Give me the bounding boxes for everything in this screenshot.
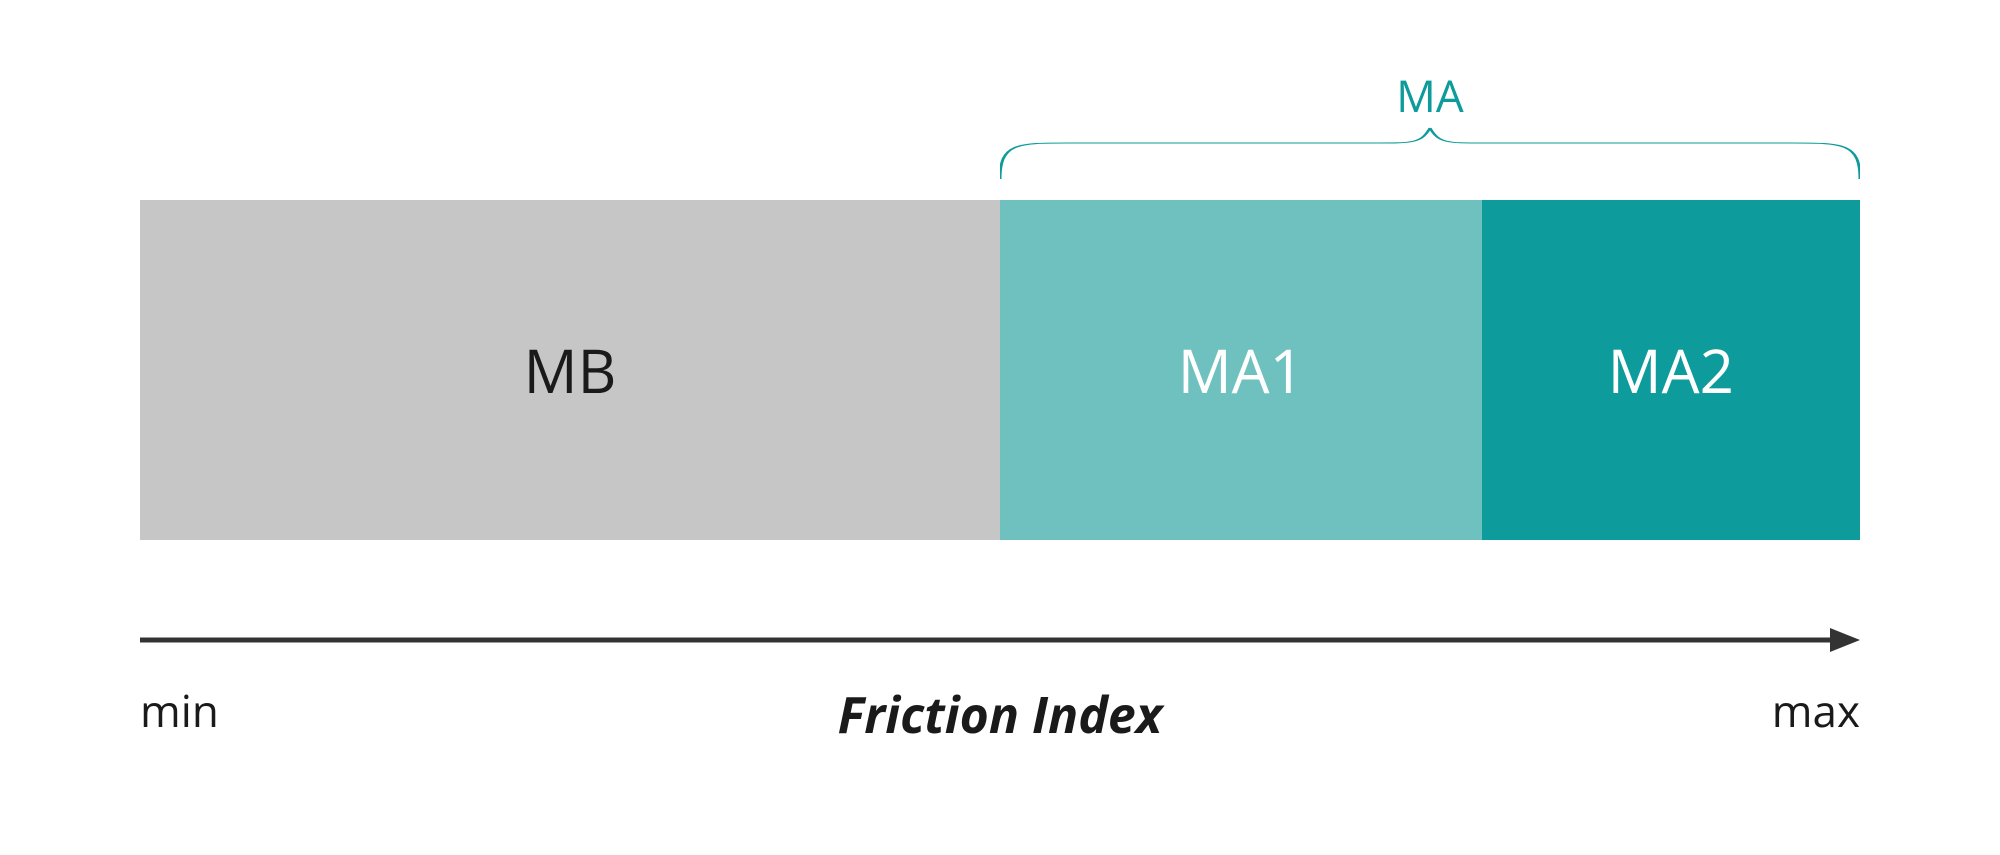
axis-max-label: max xyxy=(1772,680,1860,740)
axis-arrow xyxy=(140,620,1860,660)
segment-label: MB xyxy=(524,329,617,411)
friction-index-diagram: MA MB MA1 MA2 min Friction Index max xyxy=(140,0,1860,855)
axis-title: Friction Index xyxy=(140,680,1860,748)
segmented-bar: MB MA1 MA2 xyxy=(140,200,1860,540)
segment-mb: MB xyxy=(140,200,1000,540)
segment-ma2: MA2 xyxy=(1482,200,1860,540)
segment-label: MA1 xyxy=(1178,329,1304,411)
segment-ma1: MA1 xyxy=(1000,200,1482,540)
segment-label: MA2 xyxy=(1608,329,1734,411)
axis-labels: min Friction Index max xyxy=(140,680,1860,740)
brace-label: MA xyxy=(1000,65,1860,125)
brace-curly xyxy=(1000,125,1860,185)
brace-group: MA xyxy=(1000,65,1860,185)
